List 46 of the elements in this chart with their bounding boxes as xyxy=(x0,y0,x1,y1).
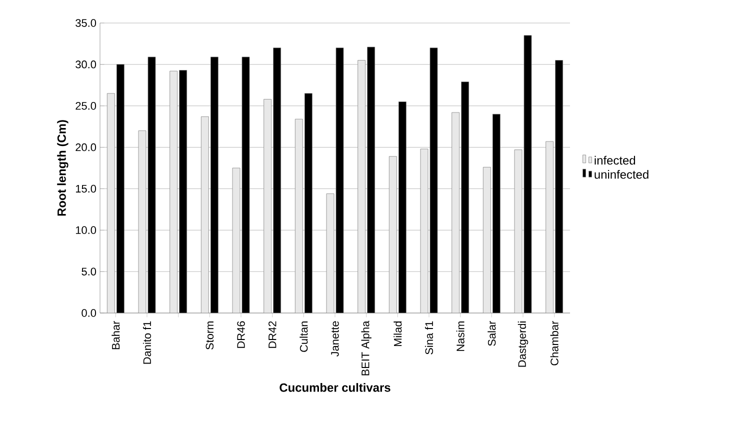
y-tick-label: 25.0 xyxy=(76,102,96,110)
x-tick-label: Cultan xyxy=(300,321,308,352)
x-tick-label: BEIT Alpha xyxy=(361,320,372,376)
bar xyxy=(264,99,272,313)
x-tick-label: Chambar xyxy=(550,320,558,366)
legend-label: infected xyxy=(594,156,636,165)
y-tick-label: 10.0 xyxy=(76,226,96,234)
x-tick-label: DR42 xyxy=(268,321,276,348)
y-tick-label: 20.0 xyxy=(76,143,96,152)
x-tick-label: Milad xyxy=(394,321,402,346)
y-tick-label: 5.0 xyxy=(82,268,96,276)
bar xyxy=(358,60,366,313)
bar xyxy=(107,93,115,313)
bar xyxy=(273,48,281,313)
bar xyxy=(210,56,218,313)
y-tick-label: 35.0 xyxy=(76,19,96,27)
bar xyxy=(116,64,124,313)
bar xyxy=(546,141,554,313)
bar xyxy=(483,167,491,313)
y-tick-label: 30.0 xyxy=(76,60,96,68)
x-axis-title: Cucumber cultivars xyxy=(280,383,390,392)
bar xyxy=(452,112,460,313)
bar xyxy=(295,119,303,313)
x-tick-label: Danito f1 xyxy=(142,321,152,364)
bar xyxy=(201,116,209,313)
x-tick-label: Sina f1 xyxy=(424,321,434,354)
x-tick-label: Bahar xyxy=(112,320,120,350)
bar xyxy=(170,71,178,313)
legend-label: uninfected xyxy=(594,170,648,179)
y-axis-title: Root length (Cm) xyxy=(57,120,68,216)
x-tick-label: Nasim xyxy=(456,322,464,351)
bar xyxy=(367,47,375,313)
bar xyxy=(492,114,500,313)
x-tick-label: Dastgerdi xyxy=(518,322,528,367)
bar xyxy=(389,156,397,313)
bar xyxy=(179,70,187,313)
y-tick-label: 0.0 xyxy=(82,309,96,317)
bar xyxy=(555,60,564,313)
bar xyxy=(398,102,406,313)
x-tick-label: Salar xyxy=(488,320,496,346)
bar xyxy=(461,82,469,313)
x-tick-label: Storm xyxy=(206,321,214,350)
x-tick-label: DR46 xyxy=(237,321,245,348)
y-tick-label: 15.0 xyxy=(76,184,96,193)
bar xyxy=(304,93,312,313)
x-tick-label: Janette xyxy=(331,321,339,357)
